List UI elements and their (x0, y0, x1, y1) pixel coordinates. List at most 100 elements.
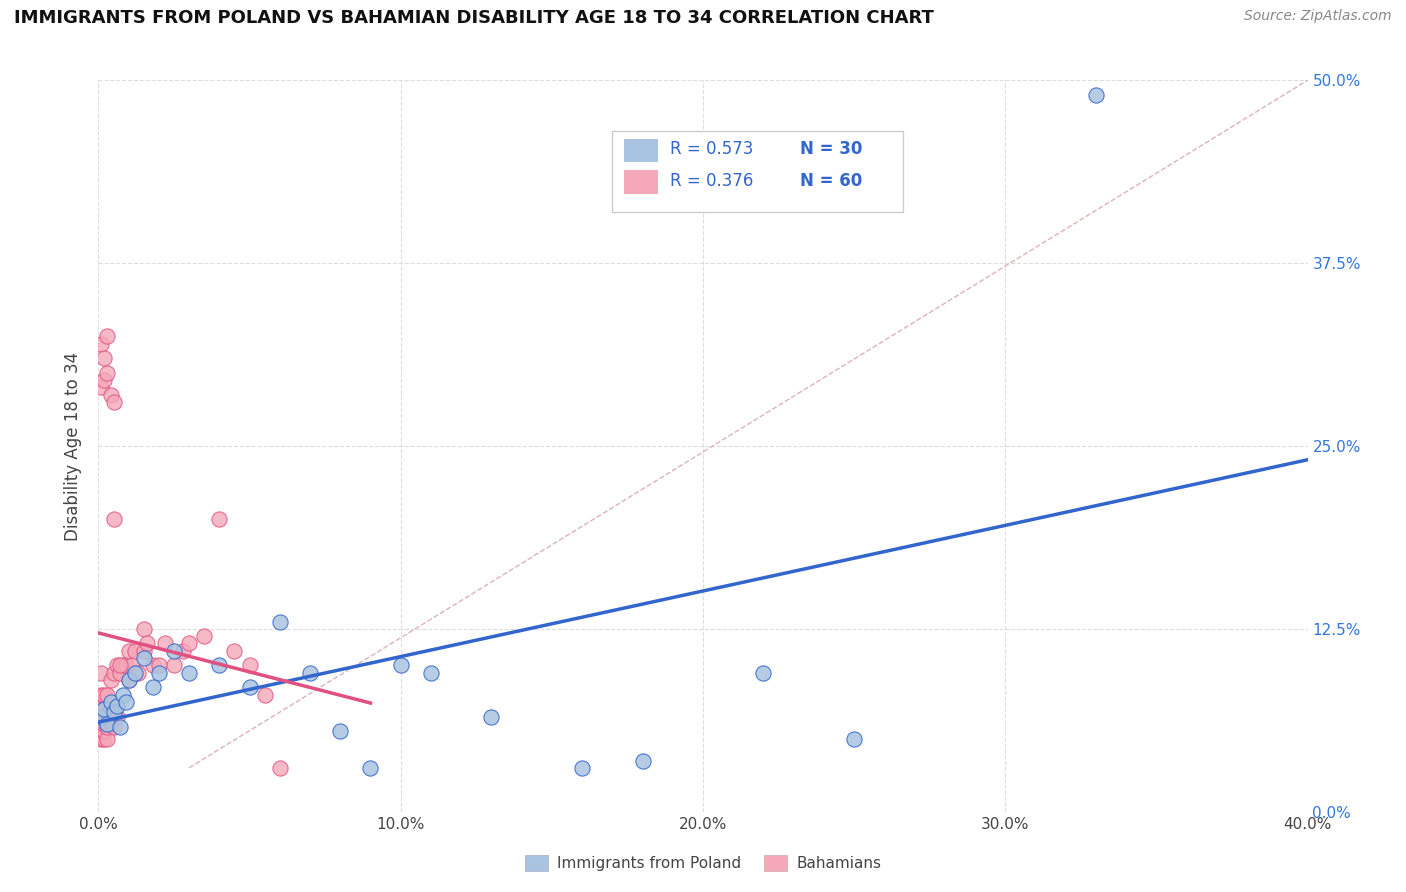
Point (1085, 87, 1108, 102)
Point (96, 720, 118, 734)
Point (108, 665, 131, 680)
Point (90, 731, 112, 746)
Point (420, 665, 443, 680)
Point (114, 695, 136, 709)
Bar (624, 139, 658, 162)
Y-axis label: Disability Age 18 to 34: Disability Age 18 to 34 (65, 351, 83, 541)
Point (103, 395, 125, 409)
Point (118, 644, 141, 658)
Point (93, 724, 115, 739)
Point (90, 720, 112, 734)
Point (121, 658, 143, 673)
Point (100, 388, 122, 402)
Point (329, 724, 352, 739)
Point (100, 702, 122, 716)
Point (103, 705, 125, 719)
Text: R = 0.573: R = 0.573 (671, 140, 754, 158)
Point (148, 665, 170, 680)
Point (103, 665, 125, 680)
Point (96, 731, 118, 746)
Point (90, 702, 112, 716)
Point (124, 665, 146, 680)
Point (153, 636, 176, 650)
Point (360, 761, 382, 775)
Point (142, 681, 165, 695)
Point (389, 658, 412, 673)
Point (90, 688, 112, 702)
Point (114, 658, 136, 673)
Point (93, 351, 115, 366)
Point (172, 644, 194, 658)
Point (132, 651, 155, 665)
Point (148, 658, 170, 673)
Point (96, 329, 118, 343)
Point (208, 658, 231, 673)
Point (93, 731, 115, 746)
Point (90, 380, 112, 394)
Point (193, 629, 215, 643)
Point (269, 615, 291, 629)
Point (103, 720, 125, 734)
Point (132, 622, 155, 636)
Point (90, 724, 112, 739)
Point (111, 658, 134, 673)
FancyBboxPatch shape (613, 131, 903, 212)
Point (179, 665, 201, 680)
Text: IMMIGRANTS FROM POLAND VS BAHAMIAN DISABILITY AGE 18 TO 34 CORRELATION CHART: IMMIGRANTS FROM POLAND VS BAHAMIAN DISAB… (14, 9, 934, 27)
Point (299, 665, 322, 680)
Point (100, 695, 122, 709)
Point (142, 658, 165, 673)
Point (631, 754, 654, 768)
Text: N = 60: N = 60 (800, 172, 862, 190)
Point (93, 373, 115, 387)
Point (105, 699, 128, 714)
Point (844, 731, 866, 746)
Point (103, 702, 125, 716)
Point (103, 512, 125, 526)
Point (100, 673, 122, 687)
Text: Source: ZipAtlas.com: Source: ZipAtlas.com (1244, 9, 1392, 23)
Point (96, 688, 118, 702)
Point (111, 688, 134, 702)
Point (127, 665, 149, 680)
Point (108, 658, 131, 673)
Point (163, 644, 186, 658)
Text: R = 0.376: R = 0.376 (671, 172, 754, 190)
Point (93, 702, 115, 716)
Point (132, 644, 155, 658)
Point (269, 761, 291, 775)
Point (93, 717, 115, 731)
Point (481, 709, 503, 723)
Point (93, 702, 115, 716)
Point (239, 658, 262, 673)
Point (108, 720, 131, 734)
Point (253, 688, 276, 702)
Point (90, 717, 112, 731)
Point (208, 512, 231, 526)
Point (90, 695, 112, 709)
Point (90, 708, 112, 723)
Legend: Immigrants from Poland, Bahamians: Immigrants from Poland, Bahamians (519, 849, 887, 877)
Point (752, 665, 775, 680)
Point (239, 681, 262, 695)
Bar (624, 170, 658, 194)
Point (118, 673, 141, 687)
Point (224, 644, 246, 658)
Point (124, 644, 146, 658)
Point (96, 717, 118, 731)
Point (571, 761, 593, 775)
Point (90, 336, 112, 351)
Point (93, 688, 115, 702)
Point (135, 636, 157, 650)
Point (118, 673, 141, 687)
Point (96, 366, 118, 380)
Point (105, 658, 128, 673)
Text: N = 30: N = 30 (800, 140, 862, 158)
Point (90, 709, 112, 723)
Point (90, 665, 112, 680)
Point (105, 709, 128, 723)
Point (163, 658, 186, 673)
Point (90, 713, 112, 727)
Point (100, 717, 122, 731)
Point (179, 636, 201, 650)
